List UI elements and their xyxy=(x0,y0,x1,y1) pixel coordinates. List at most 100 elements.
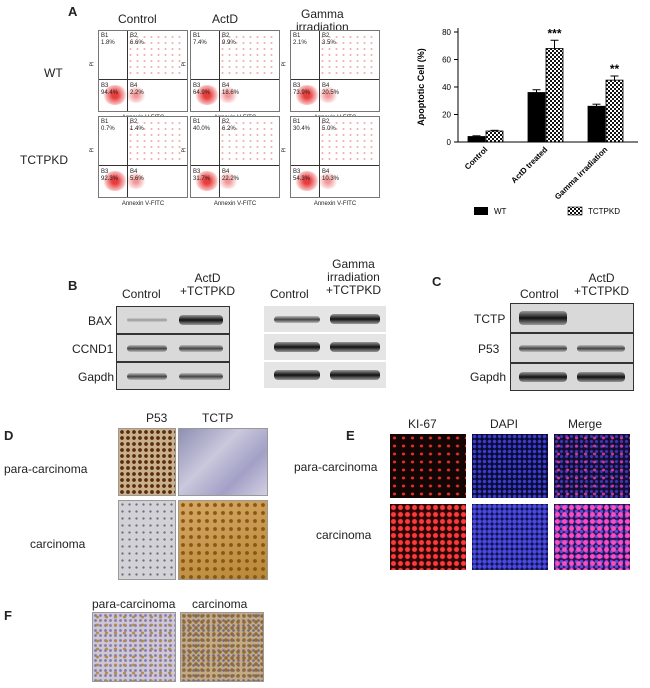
ihc-d-row-para: para-carcinoma xyxy=(4,462,88,476)
panel-e-letter: E xyxy=(346,428,355,443)
quad-b2-value: 6.6% xyxy=(130,40,144,46)
quad-b2-label: B2 xyxy=(322,33,330,39)
blot-c-header-actd: ActD +TCTPKD xyxy=(574,271,630,298)
quad-b3-value: 92.3% xyxy=(101,176,119,182)
quad-b1-label: B1 xyxy=(293,119,301,125)
x-tick-label: Gamma irradiation xyxy=(553,145,609,201)
y-tick-label: 20 xyxy=(442,111,451,120)
x-tick-label: ActD treated xyxy=(509,145,549,185)
y-tick-label: 60 xyxy=(442,56,451,65)
bar-tctpkd xyxy=(605,79,624,143)
panel-f-letter: F xyxy=(4,608,12,623)
blot-c-row-gapdh: Gapdh xyxy=(470,370,507,384)
significance-label: ** xyxy=(610,62,620,76)
quad-b1-value: 30.4% xyxy=(293,126,311,132)
ihc-d-row-carcinoma: carcinoma xyxy=(30,537,86,551)
blot-b-gapdh xyxy=(116,362,230,390)
quad-b4-label: B4 xyxy=(130,169,138,175)
panel-b-letter: B xyxy=(68,278,78,293)
y-tick-label: 80 xyxy=(442,28,451,37)
quad-b4-value: 20.5% xyxy=(322,90,340,96)
blot-b-header-control: Control xyxy=(122,287,161,301)
quad-b1-label: B1 xyxy=(293,33,301,39)
bar-tctpkd xyxy=(545,48,564,143)
flow-x-axis-label: Annexin V-FITC xyxy=(213,201,257,207)
quad-b2-value: 6.2% xyxy=(222,126,236,132)
ihc-f-para xyxy=(92,612,176,682)
quad-b3-label: B3 xyxy=(193,169,201,175)
fluor-ki67-para xyxy=(390,434,466,498)
blot-c-p53 xyxy=(510,333,634,363)
quad-b3-label: B3 xyxy=(101,169,109,175)
quad-b1-label: B1 xyxy=(193,33,201,39)
quad-b4-value: 10.3% xyxy=(322,176,340,182)
flow-x-axis-label: Annexin V-FITC xyxy=(121,201,165,207)
quad-b2-label: B2 xyxy=(222,119,230,125)
fluor-dapi-carcinoma xyxy=(472,504,548,570)
quad-b4-label: B4 xyxy=(322,83,330,89)
quad-b4-label: B4 xyxy=(222,83,230,89)
fluor-dapi-para xyxy=(472,434,548,498)
quad-b3-value: 64.9% xyxy=(193,90,211,96)
blot-b-row-ccnd1: CCND1 xyxy=(72,342,114,356)
quad-b1-value: 0.7% xyxy=(101,126,115,132)
quad-b3-value: 54.3% xyxy=(293,176,311,182)
quad-b3-label: B3 xyxy=(293,169,301,175)
blot-b2-gapdh xyxy=(264,362,386,388)
blot-b2-bax xyxy=(264,306,386,332)
quad-b2-label: B2 xyxy=(322,119,330,125)
quad-b2-label: B2 xyxy=(222,33,230,39)
quad-b3-value: 73.9% xyxy=(293,90,311,96)
y-tick-label: 0 xyxy=(447,138,452,147)
blot-b-row-gapdh: Gapdh xyxy=(78,370,115,384)
quad-b4-value: 18.6% xyxy=(222,90,240,96)
quad-b4-value: 5.6% xyxy=(130,176,144,182)
ihc-f-header-para: para-carcinoma xyxy=(92,597,176,611)
quad-b1-value: 1.8% xyxy=(101,40,115,46)
fluor-header-dapi: DAPI xyxy=(490,417,519,431)
fluor-merge-carcinoma xyxy=(554,504,630,570)
quad-b2-label: B2 xyxy=(130,119,138,125)
legend-label-tctpkd: TCTPKD xyxy=(588,207,620,216)
fluor-ki67-carcinoma xyxy=(390,504,466,570)
quad-b1-label: B1 xyxy=(193,119,201,125)
quad-b2-label: B2 xyxy=(130,33,138,39)
flow-row-label-tctpkd: TCTPKD xyxy=(20,153,68,167)
flow-y-axis-label: PI xyxy=(89,147,96,153)
flow-col-header-actd: ActD xyxy=(212,12,239,26)
legend-swatch-wt xyxy=(474,207,488,215)
y-axis-label: Apoptotic Cell (%) xyxy=(416,48,426,126)
y-tick-label: 40 xyxy=(442,83,451,92)
quad-b1-value: 2.1% xyxy=(293,40,307,46)
blot-b2-ccnd1 xyxy=(264,334,386,360)
quad-b2-value: 1.4% xyxy=(130,126,144,132)
fluor-header-ki67: KI-67 xyxy=(408,417,437,431)
quad-b3-value: 94.4% xyxy=(101,90,119,96)
fluor-merge-para xyxy=(554,434,630,498)
quad-b3-label: B3 xyxy=(193,83,201,89)
flow-col-header-control: Control xyxy=(118,12,157,26)
ihc-d-tctp-carcinoma xyxy=(178,500,268,580)
blot-b2-header-control: Control xyxy=(270,287,309,301)
blot-b2-header-gamma: Gamma irradiation +TCTPKD xyxy=(326,257,382,297)
blot-c-row-p53: P53 xyxy=(478,342,500,356)
blot-c-tctp xyxy=(510,303,634,333)
quad-b4-value: 2.2% xyxy=(130,90,144,96)
quad-b1-label: B1 xyxy=(101,33,109,39)
flow-plot-tctpkd-gamma: B1 30.4% B2 5.0% B3 54.3% B4 10.3% PI Annexin V-F… xyxy=(281,116,380,207)
flow-y-axis-label: PI xyxy=(181,147,188,153)
flow-row-label-wt: WT xyxy=(44,66,63,80)
flow-x-axis-label: Annexin V-FITC xyxy=(313,201,357,207)
quad-b2-value: 3.5% xyxy=(322,40,336,46)
blot-b-header-actd: ActD +TCTPKD xyxy=(180,271,236,298)
x-tick-label: Control xyxy=(463,145,489,171)
flow-y-axis-label: PI xyxy=(181,61,188,67)
blot-c-gapdh xyxy=(510,363,634,391)
bar-wt xyxy=(467,136,486,143)
bar-tctpkd xyxy=(485,130,504,143)
fluor-row-carcinoma: carcinoma xyxy=(316,528,372,542)
quad-b4-label: B4 xyxy=(322,169,330,175)
